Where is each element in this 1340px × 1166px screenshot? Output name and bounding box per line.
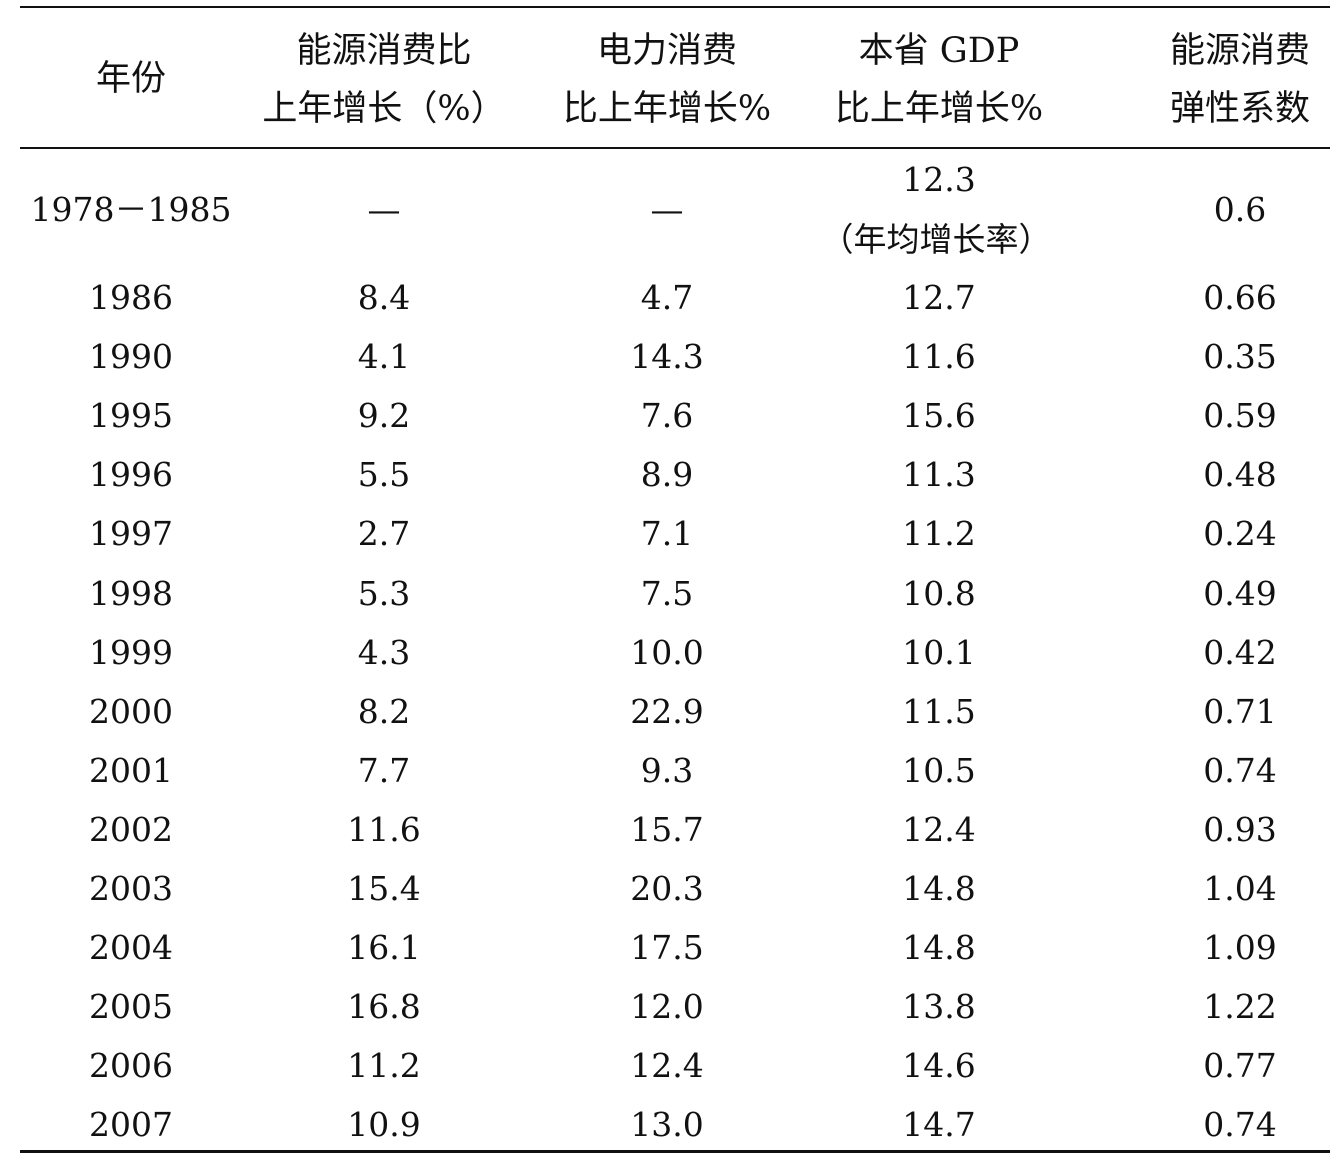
header-power-line1: 电力消费 xyxy=(596,31,738,71)
header-energy-line1: 能源消费比 xyxy=(296,31,472,71)
elasticity-cell: 0.71 xyxy=(1203,691,1277,731)
energy-cell: 10.9 xyxy=(347,1105,421,1145)
power-cell: 4.7 xyxy=(640,278,694,317)
year-cell: 1990 xyxy=(89,337,173,377)
gdp-cell: 12.4 xyxy=(902,809,976,849)
first-row-energy: — xyxy=(367,190,401,229)
power-cell: 15.7 xyxy=(630,809,704,849)
power-cell: 10.0 xyxy=(630,632,704,672)
header-year: 年份 xyxy=(96,50,166,108)
elasticity-cell: 1.22 xyxy=(1203,987,1277,1027)
energy-cell: 16.1 xyxy=(347,928,421,968)
energy-cell: 4.3 xyxy=(357,632,411,672)
gdp-cell: 14.8 xyxy=(902,869,976,908)
gdp-cell: 12.7 xyxy=(902,278,976,317)
year-cell: 2006 xyxy=(89,1046,173,1086)
elasticity-cell: 0.74 xyxy=(1203,1105,1277,1145)
first-row-year: 1978－1985 xyxy=(30,190,232,229)
energy-cell: 8.2 xyxy=(357,691,411,731)
gdp-cell: 14.8 xyxy=(902,928,976,968)
energy-cell: 5.5 xyxy=(357,455,411,495)
elasticity-cell: 0.66 xyxy=(1203,278,1277,317)
gdp-cell: 11.2 xyxy=(902,514,976,554)
elasticity-cell: 0.42 xyxy=(1203,632,1277,672)
gdp-cell: 14.7 xyxy=(902,1105,976,1145)
energy-cell: 8.4 xyxy=(357,278,411,317)
power-cell: 13.0 xyxy=(630,1105,704,1145)
gdp-cell: 14.6 xyxy=(902,1046,976,1086)
power-cell: 7.1 xyxy=(640,514,694,554)
power-cell: 9.3 xyxy=(640,750,694,790)
elasticity-cell: 0.24 xyxy=(1203,514,1277,554)
header-gdp: 本省 GDP 比上年增长% xyxy=(835,22,1043,138)
elasticity-cell: 0.49 xyxy=(1203,573,1277,613)
energy-cell: 9.2 xyxy=(357,396,411,436)
year-cell: 1995 xyxy=(89,396,173,436)
power-cell: 12.4 xyxy=(630,1046,704,1086)
top-rule xyxy=(20,6,1330,8)
energy-cell: 15.4 xyxy=(347,869,421,908)
gdp-cell: 11.6 xyxy=(902,337,976,377)
power-cell: 7.6 xyxy=(640,396,694,436)
year-cell: 2001 xyxy=(89,750,173,790)
first-row-power: — xyxy=(650,190,684,229)
year-cell: 2004 xyxy=(89,928,173,968)
year-cell: 1998 xyxy=(89,573,173,613)
energy-cell: 5.3 xyxy=(357,573,411,613)
bottom-rule xyxy=(20,1150,1330,1153)
header-power-line2: 比上年增长% xyxy=(562,89,772,129)
energy-cell: 16.8 xyxy=(347,987,421,1027)
year-cell: 2003 xyxy=(89,869,173,908)
gdp-cell: 10.1 xyxy=(902,632,976,672)
elasticity-cell: 1.09 xyxy=(1203,928,1277,968)
header-energy: 能源消费比 上年增长（%） xyxy=(262,22,505,138)
gdp-cell: 10.5 xyxy=(902,750,976,790)
gdp-cell: 11.5 xyxy=(902,691,976,731)
header-elasticity-line1: 能源消费 xyxy=(1169,31,1311,71)
elasticity-cell: 0.77 xyxy=(1203,1046,1277,1086)
first-row-gdp-value: 12.3 xyxy=(902,160,976,199)
gdp-cell: 13.8 xyxy=(902,987,976,1027)
year-cell: 2007 xyxy=(89,1105,173,1145)
header-power: 电力消费 比上年增长% xyxy=(563,22,771,138)
elasticity-cell: 0.48 xyxy=(1203,455,1277,495)
year-cell: 1986 xyxy=(89,278,173,317)
elasticity-cell: 0.59 xyxy=(1203,396,1277,436)
gdp-cell: 15.6 xyxy=(902,396,976,436)
power-cell: 14.3 xyxy=(630,337,704,377)
energy-cell: 11.2 xyxy=(347,1046,421,1086)
energy-cell: 2.7 xyxy=(357,514,411,554)
year-cell: 1997 xyxy=(89,514,173,554)
header-elasticity-line2: 弹性系数 xyxy=(1169,89,1311,129)
energy-cell: 4.1 xyxy=(357,337,411,377)
header-gdp-line1: 本省 GDP xyxy=(858,31,1020,71)
header-energy-line2: 上年增长（%） xyxy=(262,89,506,129)
power-cell: 7.5 xyxy=(640,573,694,613)
energy-cell: 11.6 xyxy=(347,809,421,849)
power-cell: 20.3 xyxy=(630,869,704,908)
year-cell: 2002 xyxy=(89,809,173,849)
power-cell: 22.9 xyxy=(630,691,704,731)
elasticity-cell: 1.04 xyxy=(1203,869,1277,908)
year-cell: 2005 xyxy=(89,987,173,1027)
header-gdp-line2: 比上年增长% xyxy=(834,89,1044,129)
power-cell: 12.0 xyxy=(630,987,704,1027)
elasticity-cell: 0.35 xyxy=(1203,337,1277,377)
elasticity-cell: 0.93 xyxy=(1203,809,1277,849)
power-cell: 8.9 xyxy=(640,455,694,495)
gdp-cell: 10.8 xyxy=(902,573,976,613)
energy-cell: 7.7 xyxy=(357,750,411,790)
header-year-line1: 年份 xyxy=(95,59,167,99)
first-row-gdp-note: （年均增长率） xyxy=(820,220,1052,259)
year-cell: 2000 xyxy=(89,691,173,731)
power-cell: 17.5 xyxy=(630,928,704,968)
year-cell: 1999 xyxy=(89,632,173,672)
first-row-elasticity: 0.6 xyxy=(1213,190,1267,229)
header-rule xyxy=(20,147,1330,149)
gdp-cell: 11.3 xyxy=(902,455,976,495)
header-elasticity: 能源消费 弹性系数 xyxy=(1170,22,1310,138)
year-cell: 1996 xyxy=(89,455,173,495)
elasticity-cell: 0.74 xyxy=(1203,750,1277,790)
